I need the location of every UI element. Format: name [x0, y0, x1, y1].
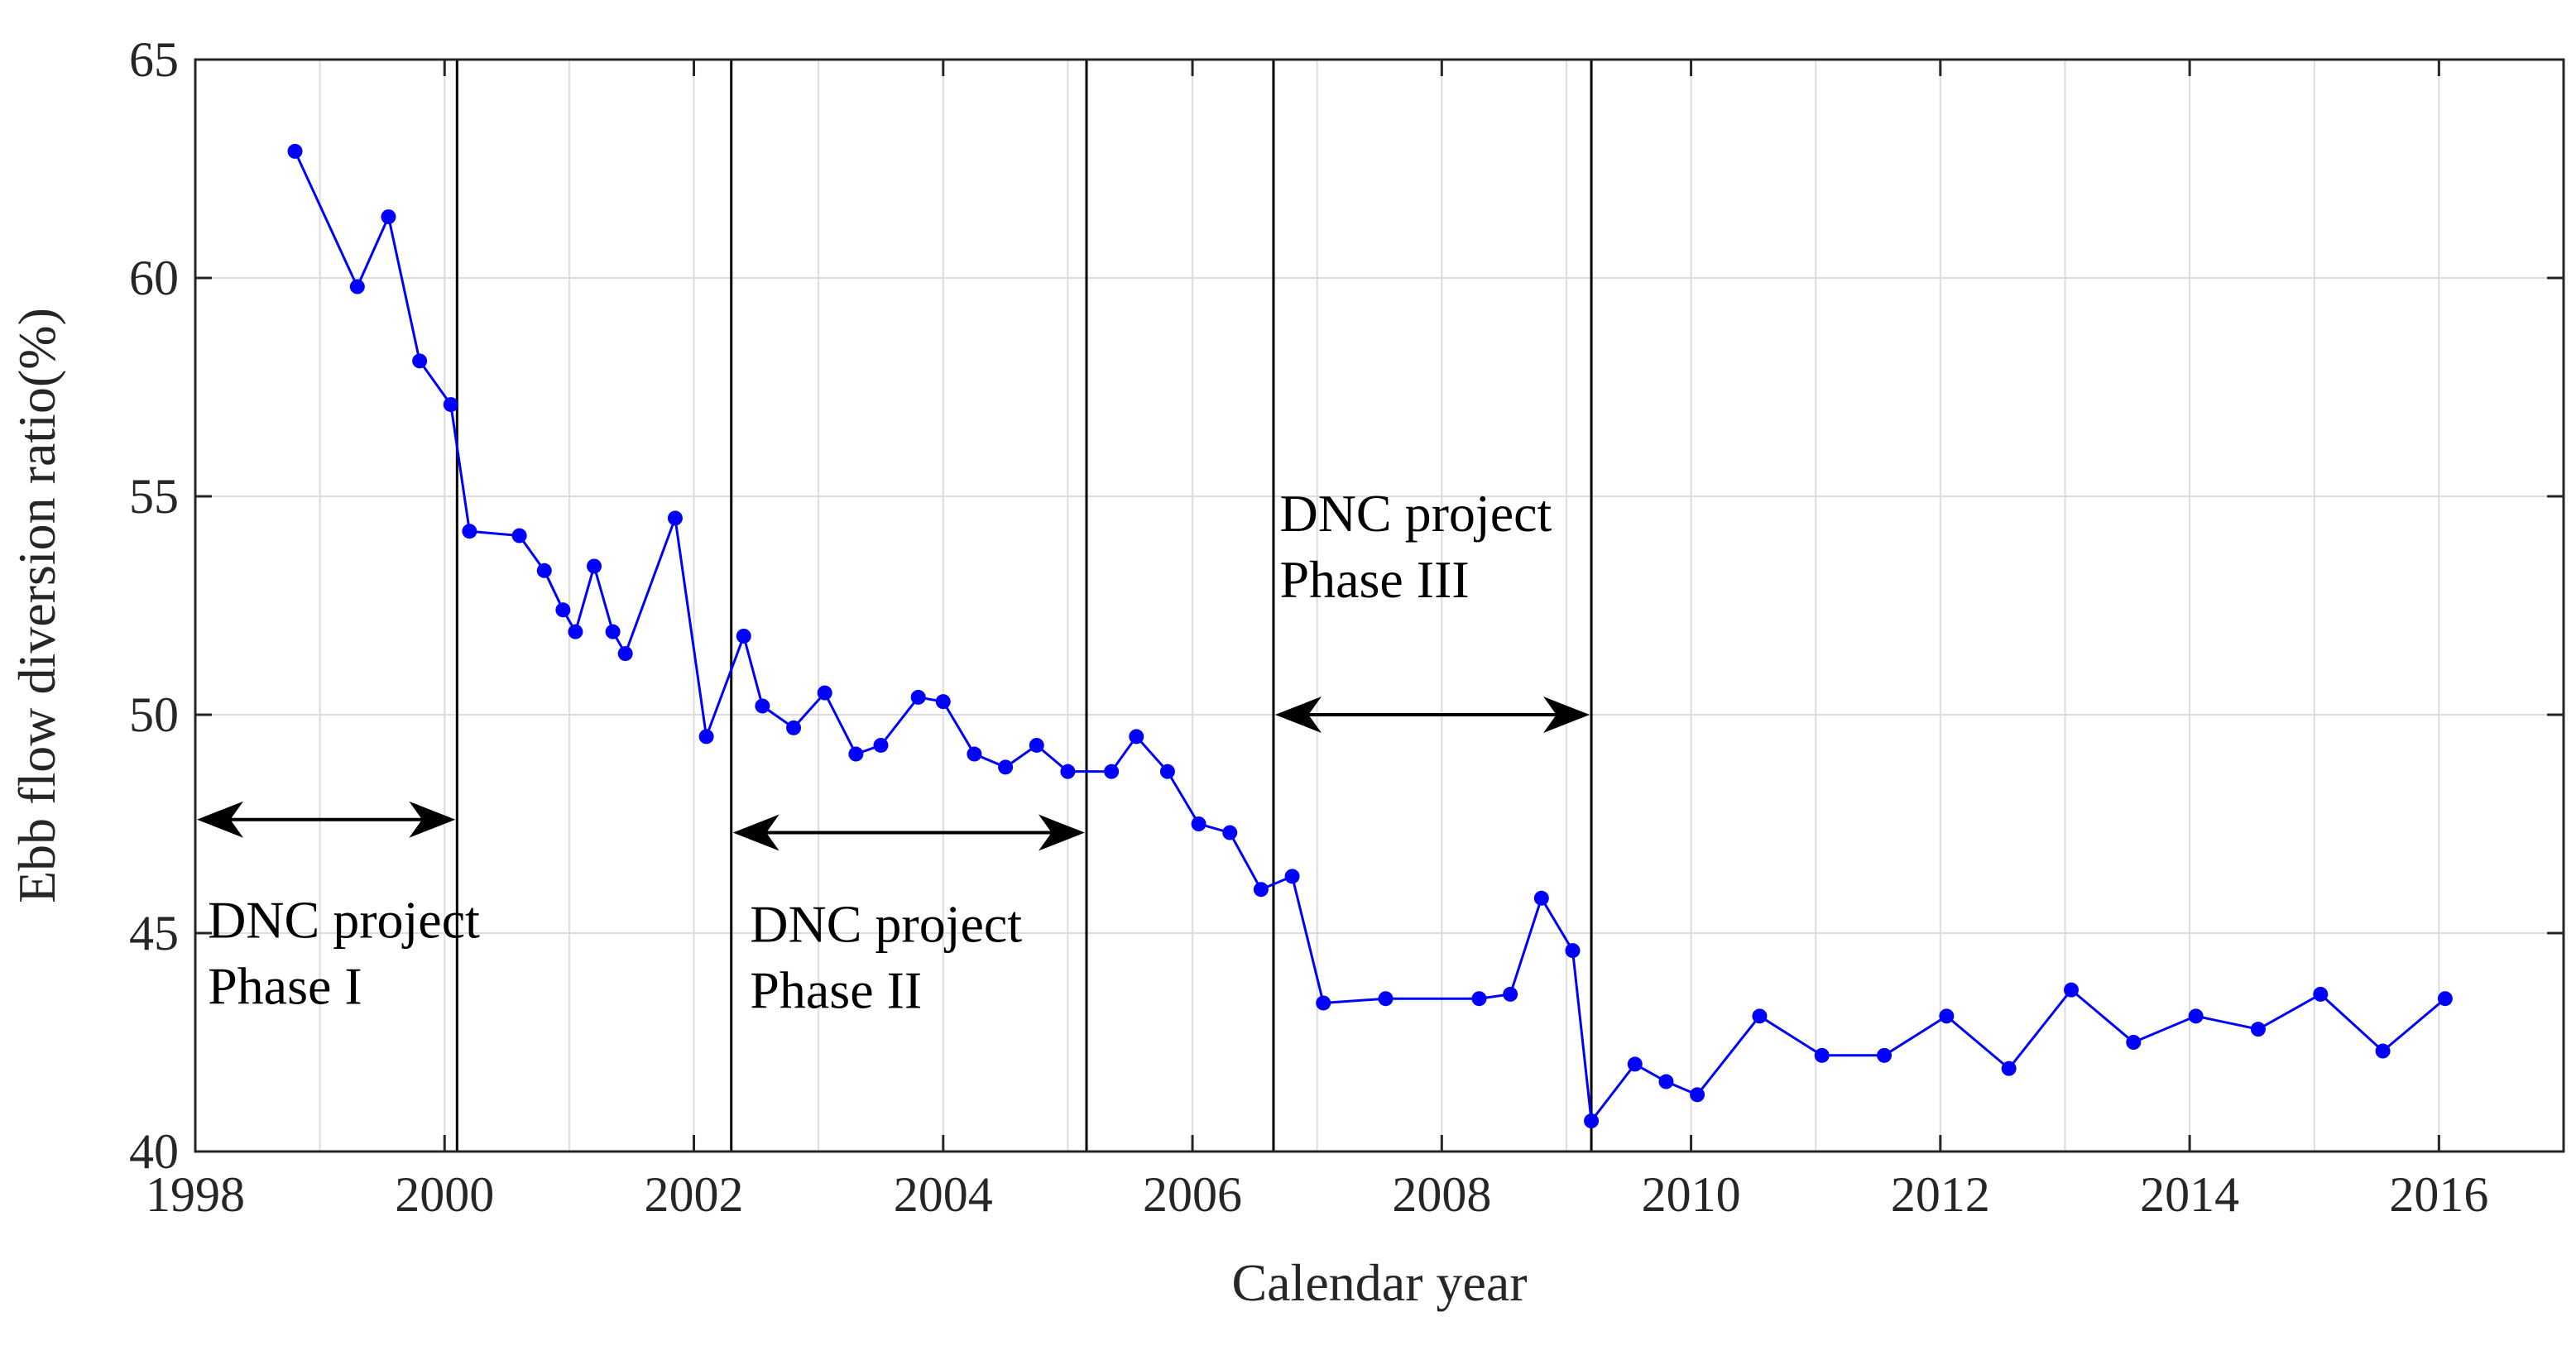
y-tick-label: 55	[129, 469, 179, 524]
data-point	[967, 746, 982, 762]
y-tick-label: 45	[129, 906, 179, 960]
data-point	[1533, 890, 1549, 906]
data-point	[511, 528, 527, 543]
annotation-text: Phase I	[208, 956, 362, 1015]
annotation-text: DNC project	[208, 890, 480, 949]
data-point	[2313, 986, 2329, 1002]
data-point	[736, 628, 751, 644]
data-point	[1029, 737, 1044, 753]
data-point	[349, 279, 365, 294]
data-point	[1939, 1008, 1955, 1024]
grid	[194, 59, 2564, 1152]
data-point	[1752, 1008, 1768, 1024]
data-point	[462, 524, 477, 539]
data-point	[1129, 729, 1144, 745]
annotation-text: Phase III	[1279, 550, 1469, 609]
data-point	[2437, 991, 2453, 1007]
data-point	[698, 729, 714, 745]
data-point	[755, 698, 770, 714]
y-tick-label: 50	[129, 687, 179, 742]
data-point	[1222, 825, 1238, 840]
data-point	[817, 685, 832, 701]
data-point	[2064, 982, 2080, 998]
annotation-text: DNC project	[1279, 484, 1552, 543]
data-point	[2250, 1022, 2266, 1037]
data-point	[1584, 1113, 1600, 1129]
x-tick-label: 2000	[395, 1167, 494, 1222]
data-point	[1658, 1074, 1674, 1089]
data-point	[555, 602, 571, 618]
data-point	[381, 209, 396, 225]
data-point	[1316, 995, 1331, 1011]
data-series	[287, 143, 2453, 1129]
x-tick-label: 2002	[645, 1167, 744, 1222]
data-point	[1690, 1087, 1705, 1103]
x-tick-label: 2012	[1891, 1167, 1990, 1222]
plot-frame	[194, 58, 2565, 1153]
series-line	[294, 151, 2446, 1124]
data-point	[786, 720, 802, 735]
data-point	[1471, 991, 1487, 1007]
arrow-head	[1543, 697, 1590, 733]
x-tick-label: 2016	[2389, 1167, 2488, 1222]
data-point	[617, 646, 633, 662]
data-point	[2188, 1008, 2204, 1024]
phase-boundary-lines	[455, 60, 1593, 1152]
data-point	[910, 689, 926, 705]
data-point	[848, 746, 864, 762]
data-point	[287, 143, 303, 159]
data-point	[1104, 764, 1120, 779]
arrow-head	[409, 801, 456, 838]
data-point	[1565, 943, 1581, 959]
annotations: DNC project Phase I DNC project Phase II DNC…	[197, 484, 1590, 1020]
x-tick-label: 1998	[146, 1167, 245, 1222]
data-point	[536, 563, 552, 578]
data-point	[2001, 1061, 2017, 1076]
x-tick-label: 2006	[1143, 1167, 1242, 1222]
data-point	[1814, 1047, 1830, 1063]
x-tick-label: 2014	[2140, 1167, 2239, 1222]
data-point	[443, 397, 458, 413]
data-point	[1060, 764, 1076, 779]
data-point	[605, 624, 621, 639]
data-point	[2126, 1035, 2142, 1050]
x-tick-label: 2004	[894, 1167, 993, 1222]
data-point	[1253, 882, 1269, 898]
annotation-text: DNC project	[750, 895, 1022, 954]
data-point	[1191, 816, 1206, 831]
y-axis-label: Ebb flow diversion ratio(%)	[7, 308, 66, 903]
data-point	[1627, 1056, 1643, 1072]
annotation-text: Phase II	[750, 961, 922, 1020]
x-tick-label: 2008	[1392, 1167, 1491, 1222]
data-point	[1159, 764, 1175, 779]
y-tick-label: 40	[129, 1124, 179, 1179]
data-point	[1503, 986, 1518, 1002]
data-point	[412, 353, 428, 369]
y-tick-label: 65	[129, 32, 179, 87]
data-point	[873, 737, 889, 753]
data-point	[667, 510, 683, 526]
y-tick-label: 60	[129, 251, 179, 305]
data-point	[1877, 1047, 1892, 1063]
axis-ticks: 1998 2000 2002 2004 2006 2008 2010 2012 2014 2016…	[129, 32, 2564, 1222]
data-point	[1378, 991, 1394, 1007]
arrow-head	[197, 801, 243, 838]
data-point	[568, 624, 583, 639]
data-point	[998, 759, 1014, 775]
x-tick-label: 2010	[1642, 1167, 1741, 1222]
data-point	[935, 694, 951, 710]
arrow-head	[1274, 697, 1322, 733]
data-point	[587, 558, 602, 574]
x-axis-label: Calendar year	[1231, 1253, 1527, 1312]
data-point	[2375, 1043, 2391, 1059]
arrow-head	[1039, 814, 1086, 851]
arrow-head	[732, 814, 780, 851]
data-point	[1284, 869, 1300, 884]
